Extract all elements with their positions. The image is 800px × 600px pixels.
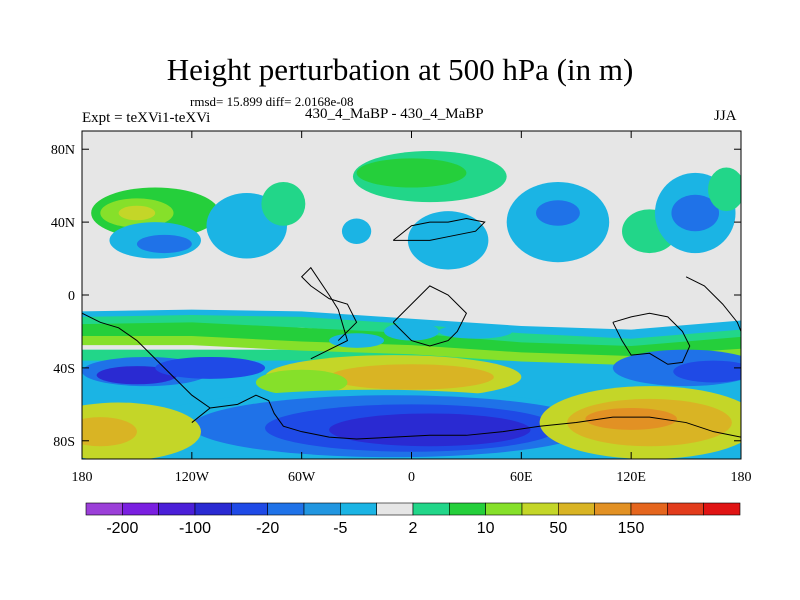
contour-blob-36 [671,194,720,232]
contour-fills [82,151,741,459]
coastline-1 [300,266,358,360]
contour-band-2 [82,322,741,361]
season-label: JJA [714,108,737,124]
coastline-4 [612,312,691,365]
colorbar-box-16 [667,502,704,516]
contour-blob-27 [261,182,306,226]
colorbar-box-2 [158,502,196,516]
colorbar-label-2: -20 [256,520,279,537]
colorbar-box-12 [521,502,559,516]
y-tick-label-1: 40N [51,216,75,231]
colorbar-box-15 [630,502,668,516]
colorbar-label-0: -200 [106,520,138,537]
contour-blob-30 [356,158,467,188]
x-tick-label-6: 180 [731,470,752,485]
experiment-label: Expt = teXVi1-teXVi [82,110,211,126]
colorbar-label-3: -5 [333,520,347,537]
colorbar-box-6 [303,502,341,516]
contour-blob-28 [341,218,372,244]
contour-blob-9 [255,369,348,396]
contour-blob-25 [136,234,192,254]
contour-blob-20 [585,407,677,430]
colorbar-label-5: 10 [477,520,495,537]
colorbar-label-4: 2 [409,520,418,537]
y-tick-label-3: 40S [53,362,75,377]
x-tick-label-3: 0 [408,470,415,485]
contour-blob-6 [155,356,266,379]
coastlines [82,217,741,440]
contour-blob-33 [535,200,580,226]
colorbar-box-11 [485,502,523,516]
colorbar-box-4 [231,502,268,516]
x-tick-label-4: 60E [510,470,533,485]
contour-blob-38 [384,322,439,341]
y-tick-label-4: 80S [53,435,75,450]
x-tick-label-0: 180 [72,470,93,485]
case-label: 430_4_MaBP - 430_4_MaBP [305,106,484,122]
coastline-3 [392,217,486,241]
colorbar-box-1 [122,502,159,516]
contour-blob-37 [708,167,741,212]
stats-label: rmsd= 15.899 diff= 2.0168e-08 [190,94,354,109]
colorbar-box-7 [340,502,377,516]
x-tick-label-1: 120W [175,470,210,485]
contour-blob-39 [329,333,385,348]
y-tick-label-0: 80N [51,143,75,158]
contour-blob-31 [407,211,489,270]
x-tick-label-2: 60W [288,470,316,485]
contour-band-3 [82,336,741,366]
colorbar-box-9 [412,502,450,516]
contour-blob-40 [438,324,513,339]
colorbar-box-3 [194,502,232,516]
colorbar-box-0 [85,502,123,516]
coastline-0 [191,394,741,440]
colorbar-box-8 [376,502,414,516]
colorbar-box-10 [449,502,486,516]
colorbar-label-1: -100 [179,520,211,537]
colorbar-box-5 [267,502,305,516]
colorbar-box-17 [703,502,741,516]
contour-blob-8 [329,364,494,390]
colorbar-box-13 [558,502,595,516]
contour-blob-11 [673,360,741,383]
coastline-5 [685,276,741,332]
coastline-6 [82,312,211,409]
colorbar-label-6: 50 [549,520,567,537]
x-tick-label-5: 120E [616,470,646,485]
y-tick-label-2: 0 [68,289,75,304]
colorbar-label-7: 150 [618,520,645,537]
contour-blob-17 [82,417,137,447]
contour-blob-23 [118,205,156,221]
contour-blob-15 [329,413,531,447]
coastline-2 [392,285,468,347]
chart-title: Height perturbation at 500 hPa (in m) [166,52,634,87]
colorbar-box-14 [594,502,632,516]
